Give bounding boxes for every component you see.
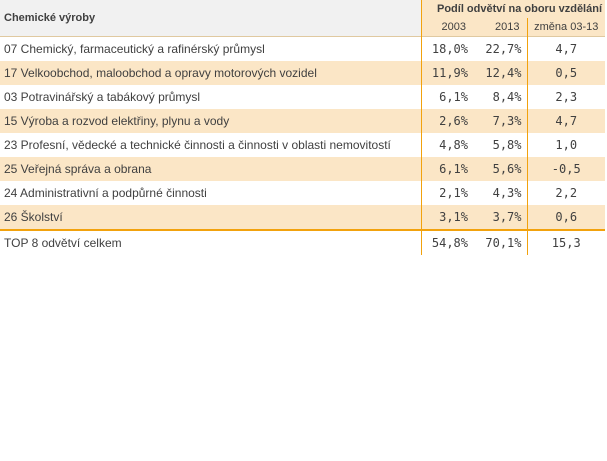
value-2013: 5,8% (473, 133, 527, 157)
total-change: 15,3 (526, 229, 606, 255)
value-2013: 7,3% (473, 109, 527, 133)
table-row: 15 Výroba a rozvod elektřiny, plynu a vo… (0, 109, 606, 133)
value-2003: 11,9% (420, 61, 473, 85)
value-2013: 22,7% (473, 36, 527, 61)
column-header-2013: 2013 (473, 18, 527, 37)
value-2003: 2,6% (420, 109, 473, 133)
row-name: 17 Velkoobchod, maloobchod a opravy moto… (0, 61, 421, 85)
value-change: 0,6 (526, 205, 606, 230)
row-name: 03 Potravinářský a tabákový průmysl (0, 85, 421, 109)
table-title: Chemické výroby (0, 0, 421, 37)
table-row: 25 Veřejná správa a obrana 6,1% 5,6% -0,… (0, 157, 606, 181)
value-2003: 2,1% (420, 181, 473, 205)
table-row: 03 Potravinářský a tabákový průmysl 6,1%… (0, 85, 606, 109)
column-header-change: změna 03-13 (526, 18, 606, 37)
row-name: 15 Výroba a rozvod elektřiny, plynu a vo… (0, 109, 421, 133)
row-name: 26 Školství (0, 205, 421, 230)
table-row: 23 Profesní, vědecké a technické činnost… (0, 133, 606, 157)
value-2003: 4,8% (420, 133, 473, 157)
total-2003: 54,8% (420, 229, 473, 255)
row-name: 23 Profesní, vědecké a technické činnost… (0, 133, 421, 157)
total-row: TOP 8 odvětví celkem 54,8% 70,1% 15,3 (0, 229, 606, 255)
industry-share-table: Chemické výroby Podíl odvětví na oboru v… (0, 0, 606, 255)
value-change: 4,7 (526, 36, 606, 61)
value-2013: 4,3% (473, 181, 527, 205)
table-row: 26 Školství 3,1% 3,7% 0,6 (0, 205, 606, 230)
table-row: 17 Velkoobchod, maloobchod a opravy moto… (0, 61, 606, 85)
row-name: 07 Chemický, farmaceutický a rafinérský … (0, 36, 421, 61)
value-2013: 12,4% (473, 61, 527, 85)
value-2003: 18,0% (420, 36, 473, 61)
value-change: 2,2 (526, 181, 606, 205)
value-2013: 8,4% (473, 85, 527, 109)
value-change: 2,3 (526, 85, 606, 109)
column-header-2003: 2003 (420, 18, 473, 37)
value-2013: 5,6% (473, 157, 527, 181)
row-name: 25 Veřejná správa a obrana (0, 157, 421, 181)
total-label: TOP 8 odvětví celkem (0, 229, 421, 255)
value-2003: 6,1% (420, 157, 473, 181)
row-name: 24 Administrativní a podpůrné činnosti (0, 181, 421, 205)
value-change: 1,0 (526, 133, 606, 157)
value-2003: 6,1% (420, 85, 473, 109)
table-row: 24 Administrativní a podpůrné činnosti 2… (0, 181, 606, 205)
header-row-years: 2003 2013 změna 03-13 (0, 18, 606, 37)
value-change: 0,5 (526, 61, 606, 85)
table-row: 07 Chemický, farmaceutický a rafinérský … (0, 36, 606, 61)
header-row-top: Chemické výroby Podíl odvětví na oboru v… (0, 0, 606, 37)
value-change: 4,7 (526, 109, 606, 133)
group-header: Podíl odvětví na oboru vzdělání (420, 0, 606, 18)
value-2013: 3,7% (473, 205, 527, 230)
value-change: -0,5 (526, 157, 606, 181)
value-2003: 3,1% (420, 205, 473, 230)
total-2013: 70,1% (473, 229, 527, 255)
